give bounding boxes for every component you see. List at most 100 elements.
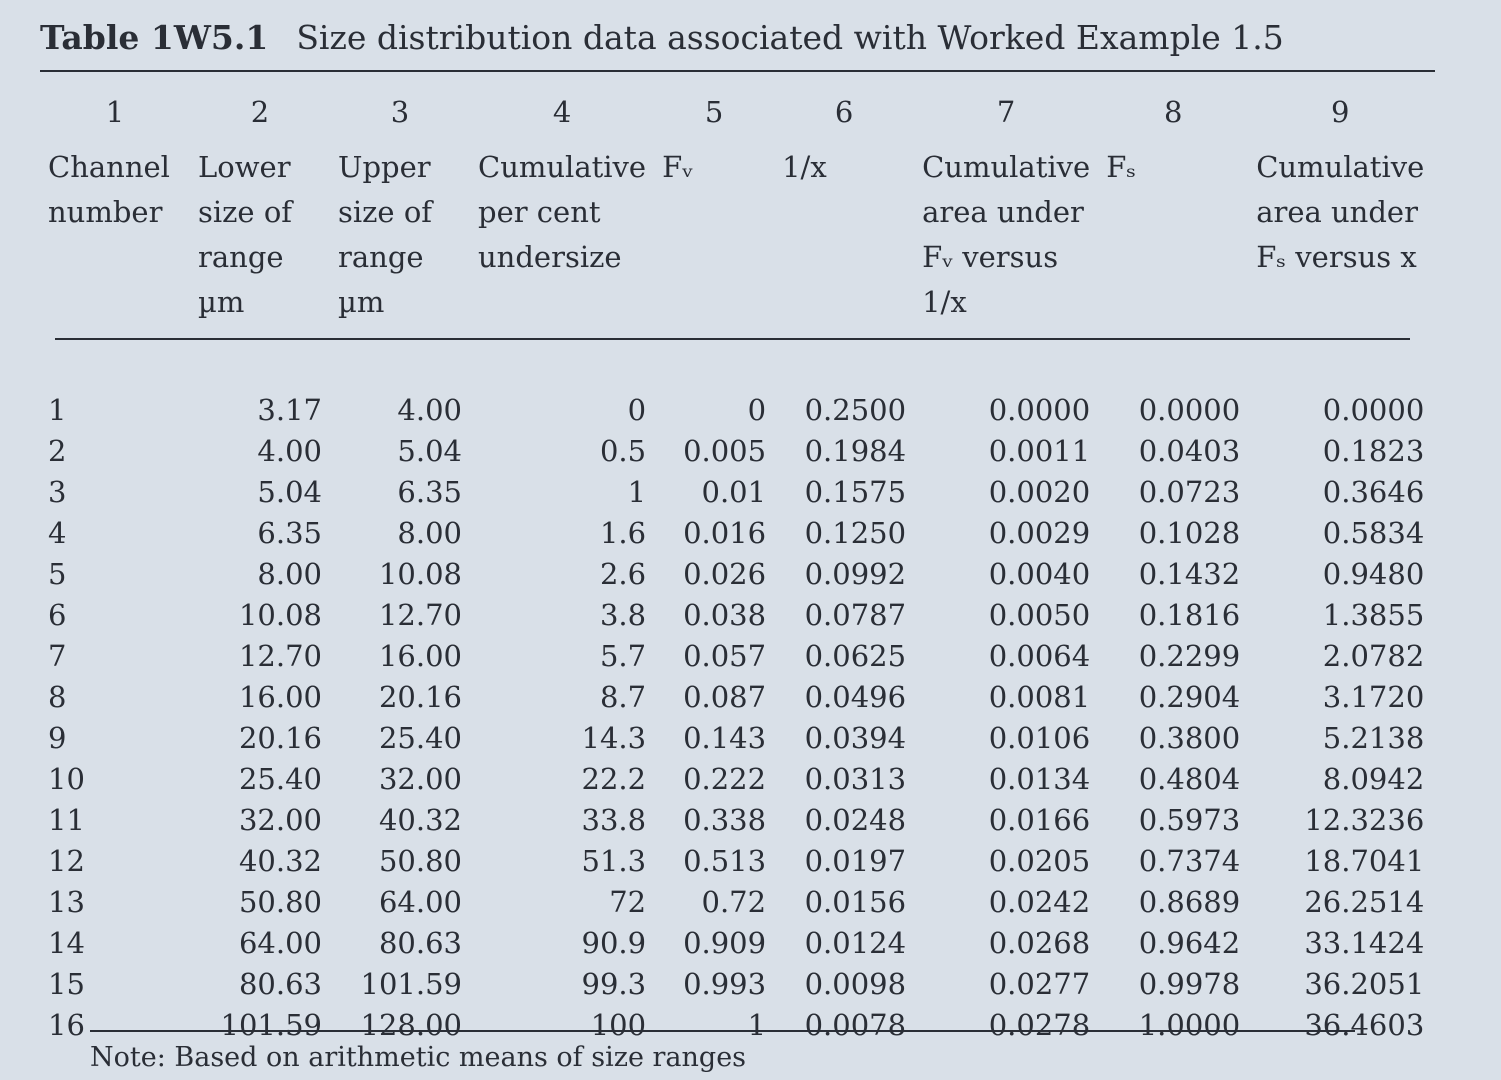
cell: 0.338 [683, 803, 767, 837]
column-header: Lower size of range µm [190, 145, 330, 390]
column-header: 1/x [774, 145, 914, 390]
cell: 72 [609, 885, 647, 919]
header-line: Cumulative [478, 150, 647, 184]
cell: 18.7041 [1304, 844, 1425, 878]
cell: 12.70 [238, 639, 322, 673]
cell: 0.1432 [1138, 557, 1241, 591]
cell: 40.32 [238, 844, 322, 878]
cell: 80.63 [238, 967, 322, 1001]
cell: 0.0050 [988, 598, 1091, 632]
column-header: Fᵥ [654, 145, 774, 390]
column-header: Cumulative area under Fₛ versus x [1248, 145, 1432, 390]
header-line: 1/x [782, 150, 827, 184]
cell: 36.4603 [1304, 1008, 1425, 1042]
cell: 16.00 [238, 680, 322, 714]
cell: 0 [627, 393, 647, 427]
header-line: Channel [48, 150, 170, 184]
cell: 3.17 [257, 393, 322, 427]
header-line: Cumulative [922, 150, 1091, 184]
cell: 5.04 [397, 434, 462, 468]
cell: 2.6 [599, 557, 647, 591]
cell: 14.3 [581, 721, 647, 755]
cell: 0.005 [683, 434, 767, 468]
cell: 12 [48, 844, 85, 878]
cell: 1 [627, 475, 647, 509]
cell: 40.32 [378, 803, 462, 837]
table-row: 13 50.80 64.00 72 0.72 0.0156 0.0242 0.8689 26.2… [40, 882, 1432, 923]
cell: 0.038 [683, 598, 767, 632]
cell: 0.2500 [804, 393, 907, 427]
cell: 10.08 [378, 557, 462, 591]
cell: 0.0000 [1138, 393, 1241, 427]
cell: 1.3855 [1322, 598, 1425, 632]
cell: 0.9642 [1138, 926, 1241, 960]
cell: 0.222 [683, 762, 767, 796]
cell: 0.0787 [804, 598, 907, 632]
cell: 0.0156 [804, 885, 907, 919]
cell: 0.1984 [804, 434, 907, 468]
column-header: Cumulative area under Fᵥ versus 1/x [914, 145, 1098, 390]
cell: 5.04 [257, 475, 322, 509]
table-row: 10 25.40 32.00 22.2 0.222 0.0313 0.0134 0.4804 8… [40, 759, 1432, 800]
header-rule [55, 338, 1410, 340]
column-header: Cumulative per cent undersize [470, 145, 654, 390]
table-row: 6 10.08 12.70 3.8 0.038 0.0787 0.0050 0.1816 1.3… [40, 595, 1432, 636]
cell: 0.72 [701, 885, 767, 919]
cell: 0.2299 [1138, 639, 1241, 673]
cell: 0.0313 [804, 762, 907, 796]
cell: 0.0723 [1138, 475, 1241, 509]
header-line: range [338, 240, 424, 274]
cell: 0.0248 [804, 803, 907, 837]
cell: 0.0403 [1138, 434, 1241, 468]
cell: 25.40 [238, 762, 322, 796]
cell: 20.16 [238, 721, 322, 755]
cell: 0.0029 [988, 516, 1091, 550]
cell: 7 [48, 639, 67, 673]
cell: 3 [48, 475, 67, 509]
cell: 80.63 [378, 926, 462, 960]
cell: 1 [747, 1008, 767, 1042]
cell: 1 [48, 393, 67, 427]
cell: 0.1816 [1138, 598, 1241, 632]
cell: 0.087 [683, 680, 767, 714]
table-row: 1 3.17 4.00 0 0 0.2500 0.0000 0.0000 0.0000 [40, 390, 1432, 431]
cell: 0.0020 [988, 475, 1091, 509]
cell: 0.0040 [988, 557, 1091, 591]
header-line: Upper [338, 150, 431, 184]
header-line: Fᵥ versus [922, 240, 1059, 274]
cell: 0 [747, 393, 767, 427]
header-line: Lower [198, 150, 291, 184]
cell: 0.3800 [1138, 721, 1241, 755]
cell: 50.80 [378, 844, 462, 878]
table-row: 12 40.32 50.80 51.3 0.513 0.0197 0.0205 0.7374 1… [40, 841, 1432, 882]
table-row: 8 16.00 20.16 8.7 0.087 0.0496 0.0081 0.2904 3.1… [40, 677, 1432, 718]
cell: 3.8 [599, 598, 647, 632]
cell: 0.143 [683, 721, 767, 755]
cell: 1.6 [599, 516, 647, 550]
cell: 22.2 [581, 762, 647, 796]
cell: 0.0134 [988, 762, 1091, 796]
cell: 0.0278 [988, 1008, 1091, 1042]
cell: 0.0124 [804, 926, 907, 960]
table-row: 4 6.35 8.00 1.6 0.016 0.1250 0.0029 0.1028 0.583… [40, 513, 1432, 554]
cell: 2 [48, 434, 67, 468]
cell: 0.1250 [804, 516, 907, 550]
column-number: 8 [1163, 95, 1183, 129]
table-label: Table 1W5.1 [40, 18, 269, 57]
cell: 0.0625 [804, 639, 907, 673]
cell: 0.0000 [988, 393, 1091, 427]
header-line: µm [338, 285, 385, 319]
column-number: 9 [1331, 95, 1350, 129]
table-row: 5 8.00 10.08 2.6 0.026 0.0992 0.0040 0.1432 0.94… [40, 554, 1432, 595]
cell: 13 [48, 885, 85, 919]
table-row: 14 64.00 80.63 90.9 0.909 0.0124 0.0268 0.9642 3… [40, 923, 1432, 964]
cell: 4.00 [257, 434, 322, 468]
column-number: 5 [704, 95, 724, 129]
table-title: Size distribution data associated with W… [296, 18, 1284, 57]
cell: 1.0000 [1138, 1008, 1241, 1042]
header-line: Fₛ [1106, 150, 1137, 184]
column-header: Upper size of range µm [330, 145, 470, 390]
cell: 5 [48, 557, 67, 591]
column-number: 1 [105, 95, 125, 129]
